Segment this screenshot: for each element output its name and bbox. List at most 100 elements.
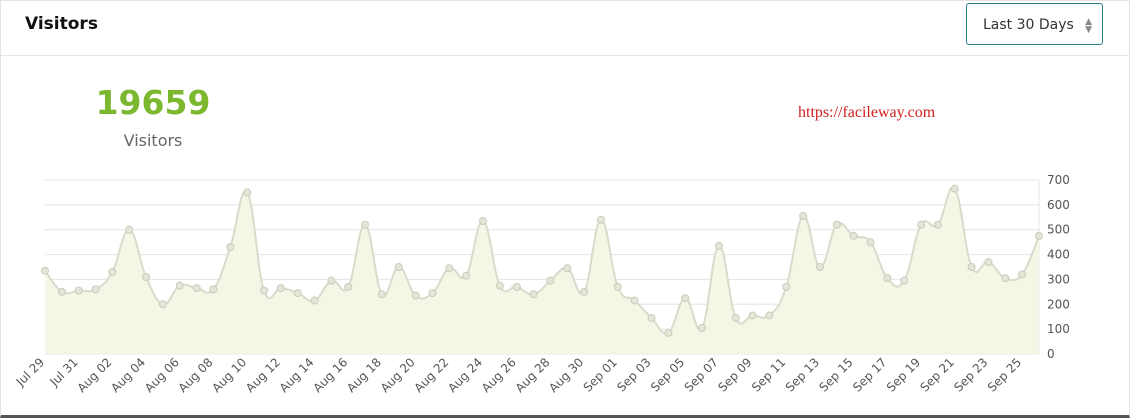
x-tick-label: Aug 06 — [142, 355, 182, 395]
data-point — [664, 328, 673, 337]
watermark: https://facileway.com — [798, 104, 936, 121]
data-point — [445, 264, 454, 273]
x-tick-label: Aug 24 — [445, 355, 485, 395]
data-point — [91, 285, 100, 294]
data-point — [344, 282, 353, 291]
x-tick-label: Sep 25 — [985, 355, 1024, 394]
range-select-text: Last 30 Days — [983, 17, 1074, 33]
data-point — [900, 276, 909, 285]
data-point — [849, 231, 858, 240]
data-point — [512, 282, 521, 291]
data-point — [158, 300, 167, 309]
data-point — [630, 296, 639, 305]
data-point — [377, 290, 386, 299]
data-point — [647, 313, 656, 322]
data-point — [596, 215, 605, 224]
y-tick-label: 500 — [1047, 223, 1070, 237]
x-tick-label: Aug 16 — [310, 355, 350, 395]
x-tick-label: Sep 13 — [783, 355, 822, 394]
x-tick-label: Sep 11 — [749, 355, 788, 394]
data-point — [613, 282, 622, 291]
data-point — [967, 263, 976, 271]
x-tick-label: Aug 02 — [75, 355, 115, 395]
data-point — [310, 296, 319, 305]
y-tick-label: 700 — [1047, 173, 1070, 187]
select-arrows: ▲ ▼ — [1085, 17, 1092, 35]
data-point — [209, 285, 218, 294]
x-tick-label: Aug 18 — [344, 355, 384, 395]
y-tick-label: 100 — [1047, 322, 1070, 336]
y-tick-label: 200 — [1047, 297, 1070, 311]
data-point — [799, 212, 808, 221]
data-point — [276, 284, 285, 293]
data-point — [832, 220, 841, 229]
x-tick-label: Aug 20 — [378, 355, 418, 395]
data-point — [748, 311, 757, 320]
data-point — [1001, 274, 1010, 283]
data-point — [226, 243, 235, 252]
x-tick-label: Sep 23 — [951, 355, 990, 394]
range-select[interactable]: Last 30 Days ▲ ▼ — [966, 3, 1103, 45]
data-point — [192, 284, 201, 293]
data-point — [1018, 270, 1027, 279]
visitor-count: 19659 — [95, 83, 211, 122]
x-tick-label: Aug 14 — [277, 355, 317, 395]
y-tick-label: 600 — [1047, 198, 1070, 212]
data-point — [714, 241, 723, 250]
data-point — [950, 184, 959, 193]
data-point — [917, 220, 926, 229]
data-point — [361, 220, 370, 229]
x-tick-label: Aug 22 — [411, 355, 451, 395]
x-tick-label: Sep 21 — [917, 355, 956, 394]
x-tick-label: Sep 09 — [715, 355, 754, 394]
widget-header: Visitors Last 30 Days ▲ ▼ — [1, 1, 1129, 56]
x-tick-label: Sep 01 — [581, 355, 620, 394]
data-point — [479, 217, 488, 226]
x-tick-label: Sep 15 — [816, 355, 855, 394]
data-point — [815, 263, 824, 271]
x-tick-label: Sep 03 — [614, 355, 653, 394]
data-point — [428, 289, 437, 298]
x-tick-label: Sep 19 — [884, 355, 923, 394]
data-point — [125, 225, 134, 234]
data-point — [563, 264, 572, 273]
x-tick-label: Aug 04 — [108, 355, 148, 395]
data-point — [108, 267, 117, 276]
area — [45, 187, 1039, 354]
data-point — [495, 281, 504, 290]
data-point — [580, 287, 589, 296]
data-point — [765, 311, 774, 320]
data-point — [394, 263, 403, 271]
x-tick-label: Aug 28 — [513, 355, 553, 395]
y-tick-label: 300 — [1047, 272, 1070, 286]
x-tick-label: Sep 17 — [850, 355, 889, 394]
x-tick-label: Jul 29 — [13, 355, 47, 389]
widget-title: Visitors — [25, 14, 98, 34]
x-tick-label: Aug 12 — [243, 355, 283, 395]
visitor-count-label: Visitors — [123, 131, 183, 150]
data-point — [698, 323, 707, 332]
data-point — [731, 313, 740, 322]
data-point — [327, 276, 336, 285]
data-point — [57, 287, 66, 296]
data-point — [546, 276, 555, 285]
data-point — [866, 238, 875, 247]
data-point — [293, 289, 302, 298]
x-tick-label: Aug 30 — [546, 355, 586, 395]
x-tick-label: Sep 07 — [682, 355, 721, 394]
x-tick-label: Aug 10 — [209, 355, 249, 395]
data-point — [681, 294, 690, 303]
data-point — [142, 272, 151, 281]
data-point — [1035, 231, 1043, 240]
y-tick-label: 400 — [1047, 248, 1070, 262]
data-point — [411, 291, 420, 300]
x-tick-label: Aug 08 — [176, 355, 216, 395]
data-point — [782, 282, 791, 291]
data-point — [260, 286, 269, 295]
data-point — [175, 281, 184, 290]
y-tick-label: 0 — [1047, 347, 1055, 361]
data-point — [462, 271, 471, 280]
data-point — [74, 286, 83, 295]
